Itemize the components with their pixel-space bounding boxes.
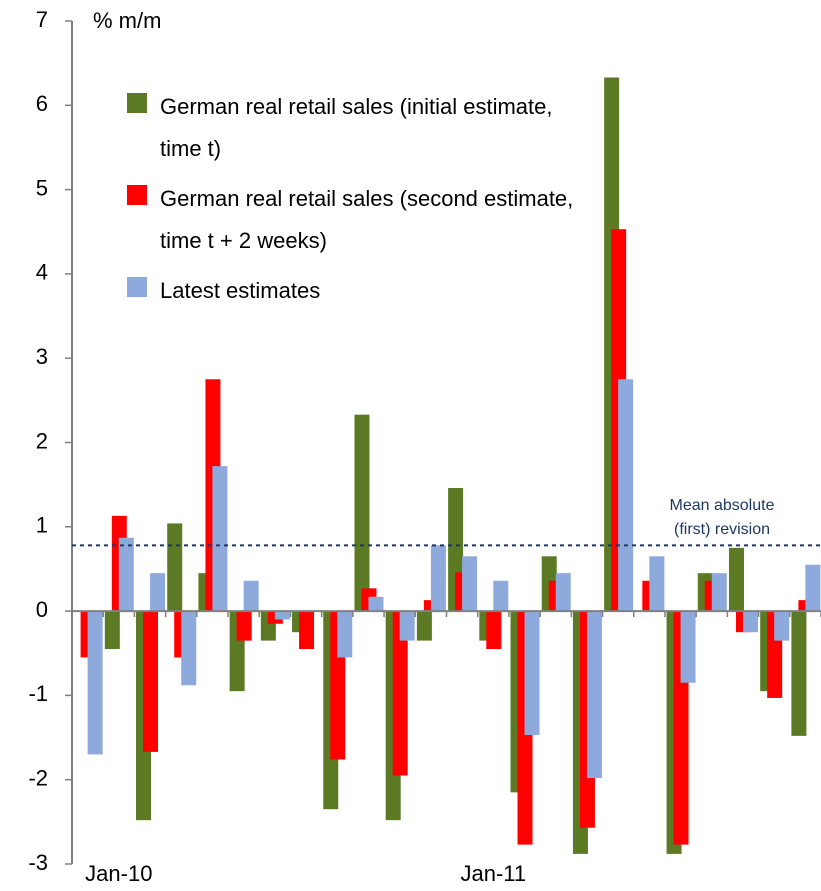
bar [299,611,315,650]
legend-item: German real retail sales (second estimat… [127,178,587,262]
bar [150,573,166,612]
bar [774,611,790,641]
bar [462,556,478,612]
y-tick-label: 0 [36,597,48,622]
y-tick-label: 2 [36,428,48,453]
bar [805,564,821,612]
bar [618,379,634,612]
bar [493,580,509,612]
y-tick-label: 1 [36,513,48,538]
legend-swatch [127,93,147,113]
legend-label: Latest estimates [160,278,321,303]
y-tick-label: 4 [36,260,48,285]
legend-item: German real retail sales (initial estima… [127,86,587,170]
y-tick-label: -2 [28,766,48,791]
reference-label: Mean absolute [670,497,775,514]
y-tick-label: -3 [28,850,48,875]
legend: German real retail sales (initial estima… [127,86,587,320]
y-tick-label: -1 [28,681,48,706]
x-tick-label: Jan-10 [85,861,152,886]
bar [243,580,259,612]
bar [118,537,134,612]
bar [167,523,183,612]
bar [742,611,758,633]
bar [486,611,502,650]
bar [181,611,197,686]
y-tick-label: 5 [36,175,48,200]
bar [274,611,290,620]
bar [337,611,353,658]
bar [711,573,727,612]
bar [416,611,432,641]
y-tick-label: 7 [36,7,48,32]
bar [236,611,252,641]
x-tick-label: Jan-11 [460,861,526,886]
bar [368,596,384,612]
y-axis-label: % m/m [93,8,161,33]
legend-swatch [127,277,147,297]
bar [680,611,696,683]
bar [354,414,370,612]
legend-label: German real retail sales (initial estima… [160,94,553,161]
bar [728,547,744,612]
legend-label: German real retail sales (second estimat… [160,186,574,253]
bar [143,611,159,752]
bar [392,611,408,776]
legend-swatch [127,185,147,205]
bar [555,573,571,612]
bar [212,466,228,612]
legend-item: Latest estimates [127,270,587,312]
y-tick-label: 3 [36,344,48,369]
bar [399,611,415,641]
reference-label: (first) revision [674,521,770,538]
bar [87,611,103,755]
bar [649,556,665,612]
bar [791,611,807,736]
y-tick-label: 6 [36,91,48,116]
bar [586,611,602,779]
bar [524,611,540,736]
bar [104,611,120,650]
bar [430,545,446,612]
